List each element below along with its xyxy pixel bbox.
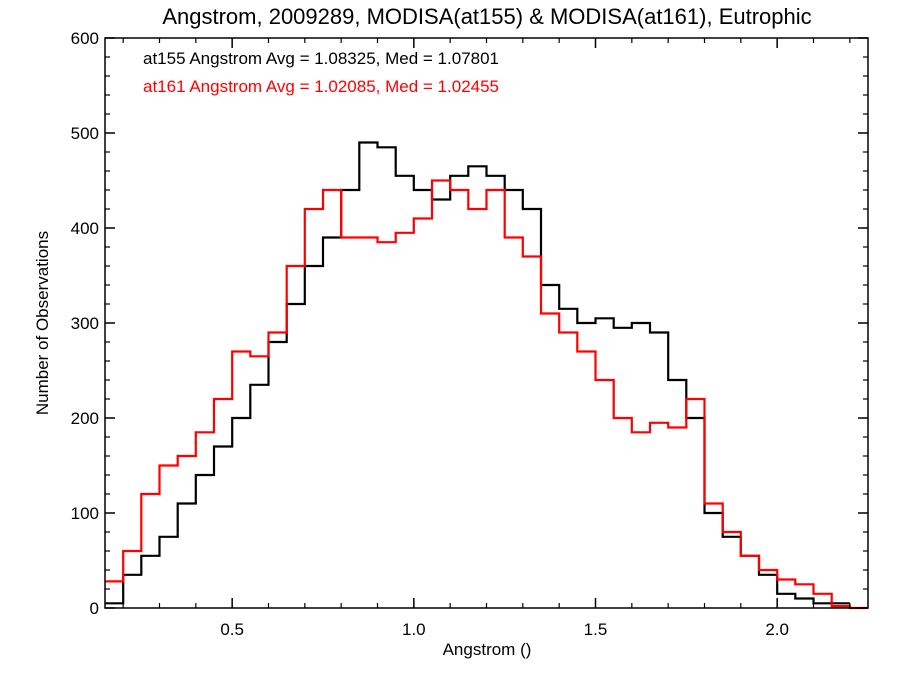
chart-title: Angstrom, 2009289, MODISA(at155) & MODIS… <box>162 4 811 29</box>
annotation-at155-stats: at155 Angstrom Avg = 1.08325, Med = 1.07… <box>143 49 499 68</box>
y-tick-label: 200 <box>71 409 99 428</box>
y-tick-label: 500 <box>71 124 99 143</box>
x-tick-label: 0.5 <box>220 620 244 639</box>
x-tick-label: 1.5 <box>584 620 608 639</box>
y-tick-label: 100 <box>71 504 99 523</box>
x-tick-label: 2.0 <box>765 620 789 639</box>
y-tick-label: 400 <box>71 219 99 238</box>
plot-frame <box>104 37 869 609</box>
y-axis-ticks: 0 100 200 300 400 500 600 <box>71 29 868 618</box>
x-axis-label: Angstrom () <box>443 640 532 659</box>
series-line-1 <box>105 179 868 610</box>
x-tick-label: 1.0 <box>402 620 426 639</box>
series-layer <box>105 141 868 610</box>
y-axis-label: Number of Observations <box>33 231 52 415</box>
series-line-0 <box>105 141 850 605</box>
y-tick-label: 300 <box>71 314 99 333</box>
y-tick-label: 600 <box>71 29 99 48</box>
x-axis-ticks: 0.5 1.0 1.5 2.0 <box>122 38 851 639</box>
y-tick-label: 0 <box>90 599 99 618</box>
annotation-at161-stats: at161 Angstrom Avg = 1.02085, Med = 1.02… <box>143 77 499 96</box>
